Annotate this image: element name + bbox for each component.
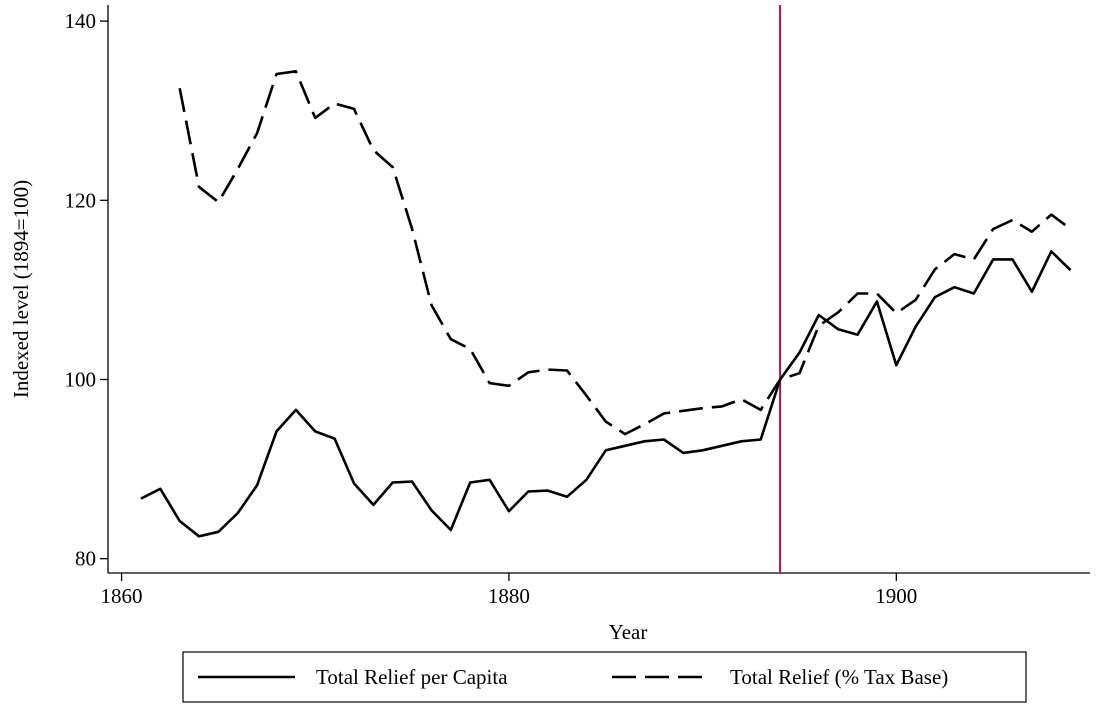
x-tick-label: 1900: [875, 584, 917, 608]
x-tick-label: 1880: [488, 584, 530, 608]
data-line: [178, 70, 1072, 436]
y-tick-label: 120: [65, 188, 97, 212]
y-tick-label: 140: [65, 9, 97, 33]
y-axis-label: Indexed level (1894=100): [9, 180, 33, 398]
legend-label: Total Relief (% Tax Base): [730, 665, 948, 689]
x-axis-label: Year: [609, 620, 648, 644]
legend-label: Total Relief per Capita: [316, 665, 508, 689]
legend-box: [182, 651, 1027, 703]
data-line: [140, 250, 1072, 538]
x-tick-label: 1860: [101, 584, 143, 608]
y-tick-label: 100: [65, 367, 97, 391]
y-tick-label: 80: [75, 547, 96, 571]
